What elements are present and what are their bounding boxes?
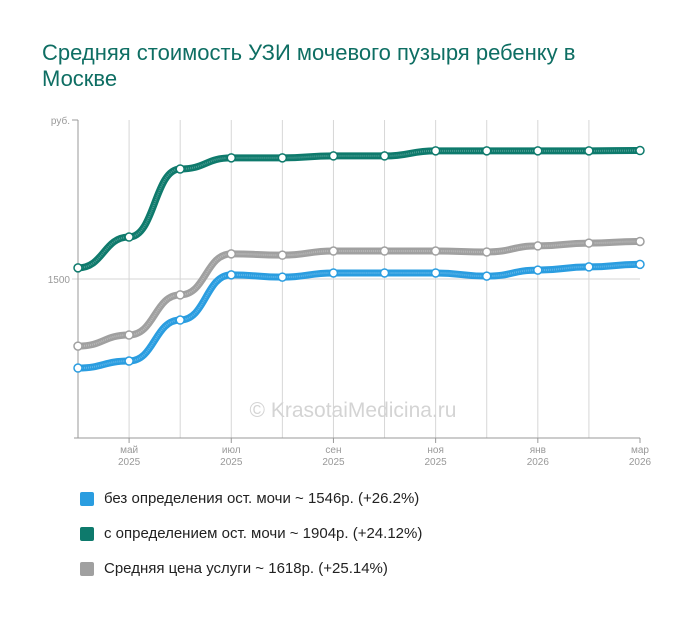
data-point: [379, 246, 390, 256]
y-tick-label: 1500: [48, 275, 71, 286]
legend-label: Средняя цена услуги ~ 1618р. (+25.14%): [104, 560, 388, 577]
data-point: [277, 250, 288, 260]
series-line-texture: [77, 263, 641, 370]
legend-item-0[interactable]: без определения ост. мочи ~ 1546р. (+26.…: [80, 490, 419, 507]
data-point: [277, 272, 288, 282]
data-point: [635, 145, 645, 156]
data-point: [533, 265, 543, 275]
data-point: [226, 270, 237, 280]
legend-label: без определения ост. мочи ~ 1546р. (+26.…: [104, 490, 420, 507]
legend-item-1[interactable]: с определением ост. мочи ~ 1904р. (+24.1…: [80, 525, 422, 542]
x-tick-year: 2025: [425, 457, 448, 468]
data-point: [533, 241, 543, 251]
x-tick-month: май: [120, 445, 138, 456]
data-point: [277, 153, 288, 163]
x-tick-year: 2026: [629, 457, 652, 468]
data-point: [175, 290, 185, 300]
data-point: [328, 246, 339, 256]
data-point: [124, 232, 134, 242]
data-point: [430, 246, 441, 256]
legend-item-2[interactable]: Средняя цена услуги ~ 1618р. (+25.14%): [80, 560, 388, 577]
data-point: [226, 153, 237, 163]
data-point: [124, 356, 134, 366]
watermark: © KrasotaiMedicina.ru: [250, 399, 457, 422]
data-point: [379, 151, 390, 161]
x-tick-year: 2025: [322, 457, 345, 468]
x-tick-month: сен: [325, 445, 341, 456]
chart-title: Средняя стоимость УЗИ мочевого пузыря ре…: [42, 40, 576, 91]
data-point: [584, 262, 594, 272]
y-axis-label: руб.: [51, 115, 70, 127]
series-line: [74, 260, 644, 372]
data-point: [430, 268, 441, 278]
data-point: [379, 268, 390, 278]
data-point: [533, 146, 543, 156]
x-tick-year: 2025: [118, 457, 141, 468]
data-point: [481, 247, 492, 257]
x-tick-month: мар: [631, 445, 649, 456]
data-point: [73, 263, 83, 273]
data-point: [481, 271, 492, 281]
x-tick-month: июл: [222, 445, 241, 456]
data-point: [124, 330, 134, 340]
data-point: [481, 146, 492, 156]
data-point: [584, 146, 594, 156]
data-point: [226, 249, 237, 259]
data-point: [175, 164, 185, 174]
data-point: [328, 268, 339, 278]
legend-swatch: [80, 491, 94, 506]
data-point: [635, 236, 645, 247]
x-tick-year: 2025: [220, 457, 243, 468]
x-tick-month: янв: [530, 445, 546, 456]
data-point: [635, 259, 645, 270]
legend-swatch: [80, 526, 94, 541]
data-point: [175, 315, 185, 325]
legend-label: с определением ост. мочи ~ 1904р. (+24.1…: [104, 525, 423, 542]
legend-swatch: [80, 561, 94, 576]
data-point: [430, 146, 441, 156]
x-tick-month: ноя: [427, 445, 444, 456]
data-point: [328, 151, 339, 161]
data-point: [73, 363, 83, 373]
series-line-texture: [77, 149, 641, 269]
x-tick-year: 2026: [527, 457, 550, 468]
data-point: [584, 238, 594, 248]
data-point: [73, 341, 83, 351]
